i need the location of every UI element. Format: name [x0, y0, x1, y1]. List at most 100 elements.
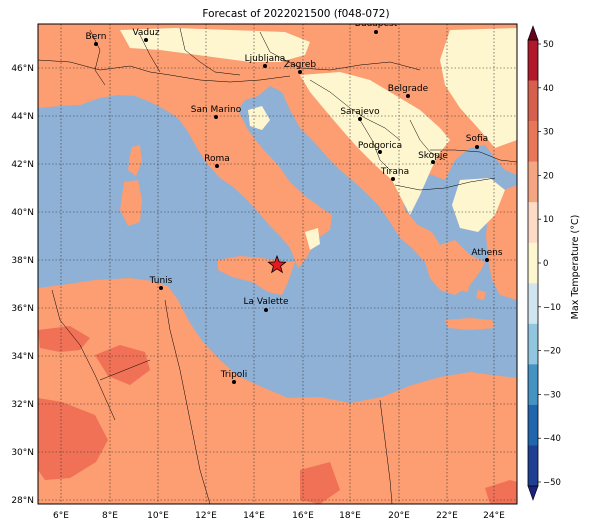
- colorbar-tick-label: 50: [543, 40, 554, 50]
- city-dot-roma: [215, 164, 219, 168]
- longitude-label: 12°E: [195, 511, 217, 521]
- latitude-label: 34°N: [11, 352, 34, 362]
- mild-zone-greece: [452, 178, 505, 232]
- map-frame: [37, 23, 518, 505]
- city-dot-athens: [485, 258, 489, 262]
- latitude-label: 46°N: [11, 64, 34, 74]
- colorbar-band: [528, 283, 538, 325]
- city-dot-skopje: [431, 160, 435, 164]
- hot-zone-libya: [95, 345, 150, 385]
- city-dot-belgrade: [406, 94, 410, 98]
- colorbar-extend-max: [527, 25, 539, 41]
- longitude-label: 8°E: [102, 511, 118, 521]
- latitude-labels: 46°N 44°N 42°N 40°N 38°N 36°N 34°N 32°N 30°N 28°N: [11, 64, 34, 506]
- city-dot-vaduz: [144, 38, 148, 42]
- city-dot-ljubljana: [263, 64, 267, 68]
- longitude-label: 14°E: [243, 511, 265, 521]
- mild-zone-balkans: [300, 72, 450, 215]
- longitude-label: 10°E: [147, 511, 169, 521]
- city-label-belgrade: Belgrade: [388, 84, 429, 94]
- city-dot-zagreb: [298, 70, 302, 74]
- mild-zone-calabria: [305, 228, 320, 250]
- colorbar-band: [528, 121, 538, 162]
- colorbar-band: [528, 161, 538, 203]
- colorbar-tick-label: 20: [543, 171, 554, 181]
- latitude-label: 38°N: [11, 256, 34, 266]
- latitude-label: 36°N: [11, 304, 34, 314]
- colorbar-band: [528, 242, 538, 284]
- latitude-label: 30°N: [11, 448, 34, 458]
- city-label-podgorica: Podgorica: [358, 141, 402, 151]
- city-label-tirana: Tirana: [380, 167, 409, 177]
- colorbar: 50 40 30 20 10 0 −10 −20 −30 −40 −50: [527, 25, 561, 501]
- longitude-label: 16°E: [292, 511, 314, 521]
- city-dot-podgorica: [378, 150, 382, 154]
- colorbar-band: [528, 202, 538, 244]
- latitude-label: 32°N: [11, 400, 34, 410]
- city-label-vaduz: Vaduz: [132, 28, 159, 38]
- longitude-label: 24°E: [483, 511, 505, 521]
- colorbar-tick-label: −10: [543, 303, 561, 313]
- longitude-label: 18°E: [339, 511, 361, 521]
- city-dot-sarajevo: [358, 117, 362, 121]
- colorbar-band: [528, 364, 538, 406]
- longitude-label: 22°E: [436, 511, 458, 521]
- latitude-label: 42°N: [11, 160, 34, 170]
- land-sardinia: [120, 180, 142, 226]
- graticule: [38, 24, 517, 504]
- map-title: Forecast of 2022021500 (f048-072): [202, 8, 389, 20]
- colorbar-tick-label: 10: [543, 215, 554, 225]
- city-label-bern: Bern: [86, 32, 107, 42]
- mild-zone-north-east: [440, 28, 517, 148]
- colorbar-band: [528, 80, 538, 122]
- colorbar-tick-label: 40: [543, 84, 554, 94]
- city-dot-bern: [94, 42, 98, 46]
- mild-zone-apennine: [248, 106, 270, 130]
- city-label-la-valette: La Valette: [244, 297, 289, 307]
- hot-zone-egypt: [485, 480, 517, 504]
- colorbar-tick-label: 0: [543, 259, 548, 269]
- colorbar-tick-label: −40: [543, 434, 561, 444]
- city-label-sarajevo: Sarajevo: [340, 107, 380, 117]
- colorbar-tick-label: −20: [543, 347, 561, 357]
- city-label-sofia: Sofia: [466, 134, 488, 144]
- colorbar-tick-label: −30: [543, 390, 561, 400]
- city-label-san-marino: San Marino: [191, 105, 242, 115]
- colorbar-label: Max Temperature (°C): [570, 215, 581, 320]
- colorbar-band: [528, 40, 538, 81]
- hot-zone-algeria: [38, 326, 90, 352]
- city-dot-san-marino: [214, 115, 218, 119]
- city-label-budapest: Budapest: [355, 19, 398, 29]
- longitude-labels: 6°E 8°E 10°E 12°E 14°E 16°E 18°E 20°E 22°E 24°E: [53, 511, 505, 521]
- city-label-athens: Athens: [471, 248, 502, 258]
- city-dot-sofia: [475, 145, 479, 149]
- city-dot-tirana: [391, 177, 395, 181]
- colorbar-band: [528, 323, 538, 365]
- hot-zone-desert: [38, 398, 108, 480]
- land-aegean-islands: [460, 280, 486, 300]
- colorbar-extend-min: [527, 485, 539, 501]
- city-label-tripoli: Tripoli: [220, 370, 248, 380]
- forecast-location-star: [267, 254, 287, 274]
- colorbar-tick-label: −50: [543, 478, 561, 488]
- city-label-tunis: Tunis: [149, 276, 173, 286]
- city-dot-tunis: [159, 286, 163, 290]
- latitude-label: 28°N: [11, 496, 34, 506]
- city-label-zagreb: Zagreb: [284, 60, 316, 70]
- land-crete: [445, 318, 495, 330]
- colorbar-tick-label: 30: [543, 128, 554, 138]
- colorbar-band: [528, 445, 538, 487]
- city-dot-la-valette: [264, 308, 268, 312]
- latitude-label: 44°N: [11, 112, 34, 122]
- country-borders: [38, 27, 517, 504]
- colorbar-band: [528, 404, 538, 446]
- longitude-label: 20°E: [388, 511, 410, 521]
- hot-zone-south: [300, 462, 340, 504]
- latitude-label: 40°N: [11, 208, 34, 218]
- longitude-label: 6°E: [53, 511, 69, 521]
- city-dot-tripoli: [232, 380, 236, 384]
- city-dot-budapest: [374, 30, 378, 34]
